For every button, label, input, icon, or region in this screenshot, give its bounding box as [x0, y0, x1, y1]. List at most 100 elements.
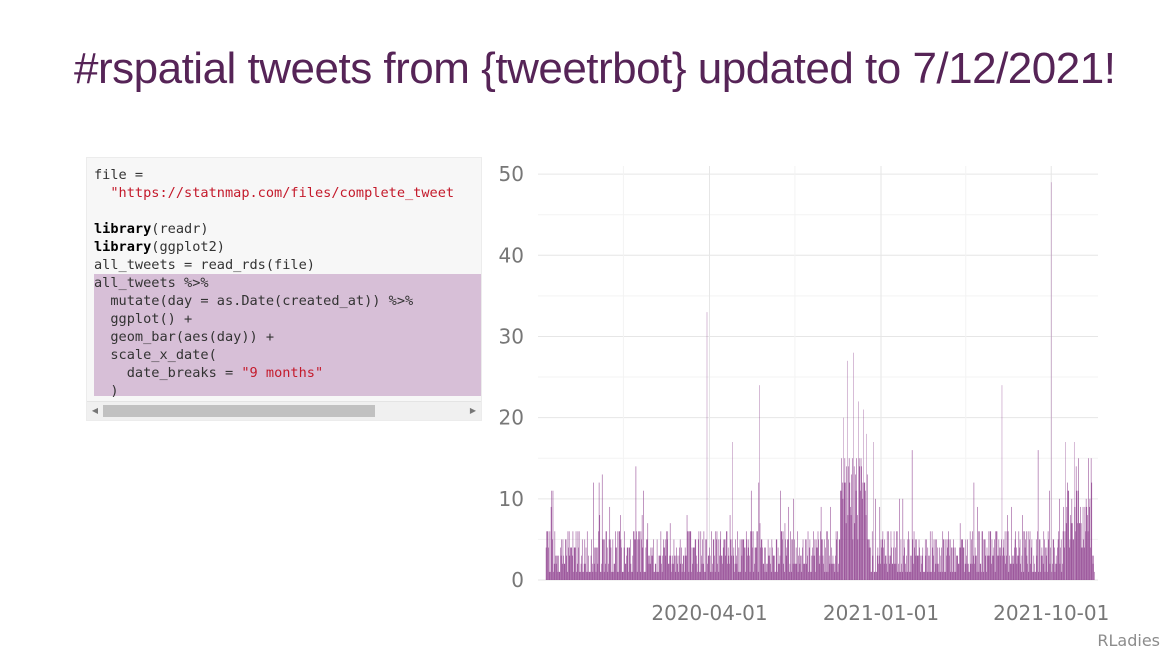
bar — [648, 555, 649, 580]
bar — [1083, 539, 1084, 580]
bar — [726, 531, 727, 580]
bar — [942, 531, 944, 580]
bar — [1082, 506, 1084, 580]
bar — [903, 539, 905, 580]
bar — [1042, 563, 1044, 580]
bar — [705, 539, 707, 580]
bar — [727, 563, 728, 580]
bar — [598, 531, 599, 580]
bar — [704, 571, 706, 580]
bar — [593, 482, 594, 580]
code-line: all_tweets = read_rds(file) — [94, 257, 315, 273]
bar — [801, 571, 803, 580]
bar — [766, 571, 768, 580]
bar — [992, 555, 993, 580]
bar — [793, 498, 794, 580]
bar — [985, 555, 987, 580]
bar — [1054, 547, 1055, 580]
bar — [1039, 539, 1041, 580]
bar — [585, 563, 586, 580]
bar — [830, 563, 832, 580]
bar — [875, 498, 876, 580]
bar — [1033, 555, 1035, 580]
bar — [813, 531, 814, 580]
bar — [875, 571, 877, 580]
code-chunk: file = "https://statnmap.com/files/compl… — [86, 157, 482, 421]
bar — [827, 531, 828, 580]
bar — [687, 531, 689, 580]
scroll-left-arrow-icon[interactable]: ◀ — [91, 406, 99, 415]
bar — [808, 547, 810, 580]
bar — [711, 531, 712, 580]
bar — [842, 482, 843, 580]
bar — [913, 531, 915, 580]
bar — [646, 539, 648, 580]
bar — [568, 547, 569, 580]
bar — [755, 547, 756, 580]
scrollbar-thumb[interactable] — [103, 405, 375, 417]
bar — [825, 547, 826, 580]
bar — [895, 547, 896, 580]
bar — [778, 563, 780, 580]
bar — [569, 555, 571, 580]
bar — [896, 531, 897, 580]
bar — [757, 571, 759, 580]
bar — [936, 563, 938, 580]
code-line: geom_bar(aes(day)) + — [94, 329, 275, 345]
bar — [1078, 523, 1080, 580]
bar — [957, 555, 958, 580]
bar — [934, 539, 936, 580]
bar — [850, 506, 851, 580]
bar — [668, 563, 670, 580]
scroll-right-arrow-icon[interactable]: ▶ — [469, 406, 477, 415]
bar — [1063, 506, 1065, 580]
bar — [851, 458, 853, 580]
bar — [641, 539, 642, 580]
bar — [1079, 523, 1081, 580]
bar — [958, 563, 960, 580]
bar — [567, 531, 569, 580]
bar — [921, 555, 923, 580]
bar — [658, 571, 659, 580]
bar — [822, 555, 824, 580]
bar — [909, 555, 911, 580]
code-line: mutate(day = as.Date(created_at)) %>% — [94, 293, 414, 309]
bar — [921, 563, 922, 580]
horizontal-scrollbar[interactable]: ◀ ▶ — [87, 401, 481, 420]
bar — [962, 547, 964, 580]
bar — [762, 563, 764, 580]
bar — [747, 547, 749, 580]
bar — [774, 571, 776, 580]
bar — [653, 539, 654, 580]
bar — [1085, 498, 1087, 580]
bar — [1017, 555, 1018, 580]
bar — [897, 571, 899, 580]
bar — [651, 555, 652, 580]
bar — [696, 563, 698, 580]
bar — [577, 531, 579, 580]
bar — [978, 571, 980, 580]
bar — [871, 571, 872, 580]
bar — [873, 442, 874, 580]
bar — [938, 571, 940, 580]
bar — [920, 555, 922, 580]
bar — [1045, 555, 1047, 580]
bar — [888, 555, 890, 580]
bar — [770, 563, 771, 580]
bar — [813, 555, 815, 580]
bar — [731, 555, 732, 580]
bar — [962, 539, 963, 580]
bar — [735, 539, 736, 580]
bar — [593, 563, 595, 580]
bar — [975, 555, 977, 580]
bar — [825, 571, 827, 580]
bar — [1001, 385, 1003, 580]
bar — [668, 563, 669, 580]
bar — [881, 539, 883, 580]
bar — [775, 539, 777, 580]
bar — [1068, 490, 1070, 580]
bar — [635, 466, 637, 580]
code-line: ) — [94, 383, 119, 399]
bar — [649, 555, 650, 580]
bar — [1023, 571, 1025, 580]
